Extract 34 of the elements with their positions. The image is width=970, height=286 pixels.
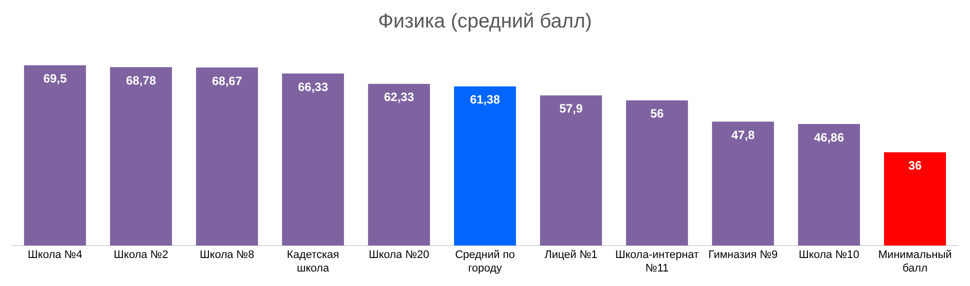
x-tick-label: Школа №8: [200, 249, 254, 262]
data-label: 36: [908, 158, 922, 173]
x-tick-label: Школа-интернат №11: [615, 249, 699, 274]
data-label: 66,33: [298, 80, 328, 94]
x-tick-label: Школа №4: [28, 249, 82, 262]
x-tick-label: Гимназия №9: [708, 249, 778, 262]
x-tick-label: Минимальный балл: [878, 249, 952, 274]
data-label: 57,9: [559, 102, 583, 116]
x-tick-label: Школа №20: [368, 249, 430, 262]
data-label: 46,86: [814, 130, 844, 144]
data-label: 68,67: [212, 74, 242, 88]
bar: [196, 67, 258, 246]
bar: [368, 84, 430, 246]
bar: [884, 152, 946, 246]
bar: [798, 124, 860, 246]
data-label: 61,38: [470, 92, 500, 107]
chart-title: Физика (средний балл): [378, 10, 592, 33]
data-label: 47,8: [731, 128, 755, 142]
x-tick-label: Школа №2: [114, 249, 168, 262]
bar: [626, 100, 688, 246]
bar: [454, 86, 516, 246]
data-label: 69,5: [43, 72, 67, 86]
data-label: 56: [650, 106, 664, 121]
data-label: 68,78: [126, 73, 156, 88]
bar: [110, 67, 172, 246]
x-tick-label: Лицей №1: [544, 249, 598, 262]
bar: [540, 95, 602, 246]
data-label: 62,33: [384, 90, 414, 104]
x-tick-label: Школа №10: [798, 249, 860, 262]
bar: [712, 122, 774, 246]
x-tick-label: Средний по городу: [455, 249, 515, 274]
bar: [24, 65, 86, 246]
x-tick-label: Кадетская школа: [286, 249, 340, 274]
bar: [282, 74, 344, 246]
